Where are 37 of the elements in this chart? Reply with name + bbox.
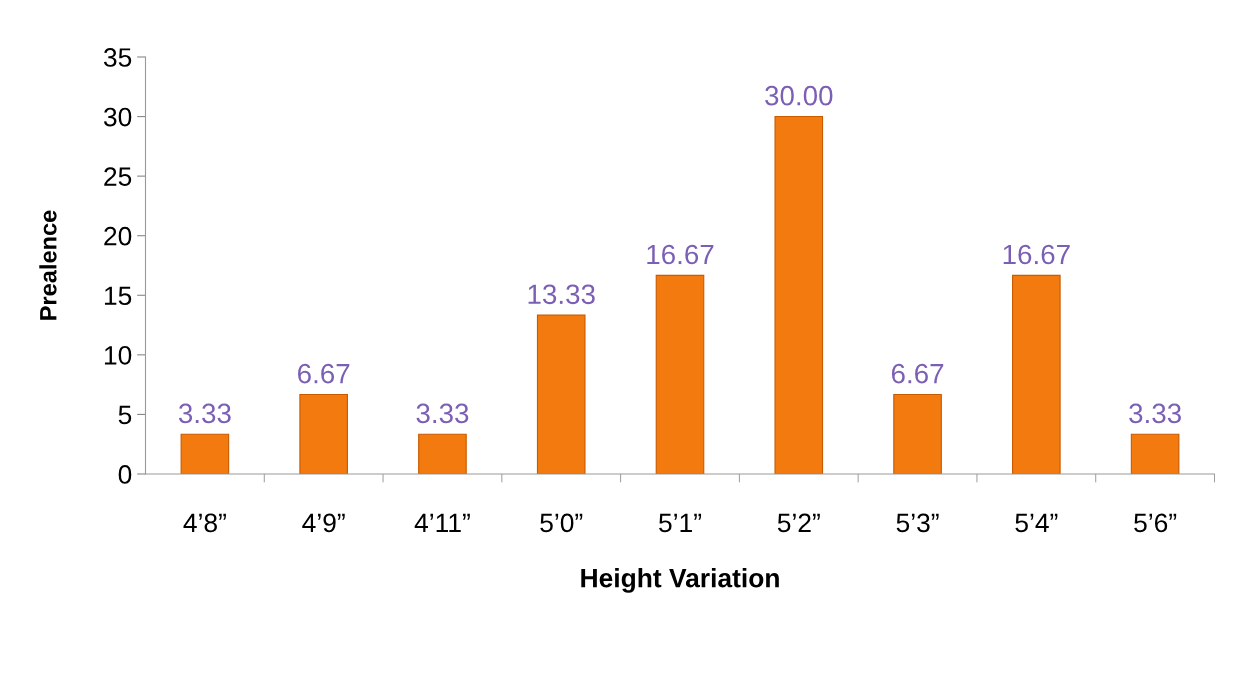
bar xyxy=(774,116,824,474)
x-tick-label: 4’9” xyxy=(302,513,345,533)
x-tick-label: 4’8” xyxy=(183,513,226,533)
x-tick-label: 5’1” xyxy=(659,513,702,533)
y-tick-label: 30 xyxy=(103,107,132,127)
y-tick-label: 35 xyxy=(103,48,132,67)
data-label: 3.33 xyxy=(1129,403,1181,424)
data-label: 16.67 xyxy=(647,244,714,265)
data-label: 3.33 xyxy=(416,403,469,424)
x-tick-label: 5’0” xyxy=(540,513,583,533)
bar xyxy=(536,314,586,474)
bar xyxy=(180,433,230,474)
bar xyxy=(1130,433,1180,474)
x-axis-title: Height Variation xyxy=(581,568,779,593)
data-label: 6.67 xyxy=(891,363,944,384)
data-label: 30.00 xyxy=(765,85,833,106)
data-label: 6.67 xyxy=(298,363,350,384)
y-tick-label: 0 xyxy=(118,465,132,484)
y-tick-label: 15 xyxy=(104,286,132,306)
x-tick-label: 5’6” xyxy=(1134,513,1177,533)
x-tick-label: 5’3” xyxy=(896,513,939,533)
x-tick-label: 5’4” xyxy=(1015,513,1058,533)
data-label: 13.33 xyxy=(528,284,595,305)
y-tick-label: 10 xyxy=(104,345,132,365)
y-tick-label: 25 xyxy=(104,167,132,186)
bar xyxy=(1012,274,1061,474)
data-label: 3.33 xyxy=(178,403,231,424)
x-tick-label: 4’11” xyxy=(414,513,470,532)
bar xyxy=(299,393,348,474)
bar xyxy=(893,393,942,474)
bar xyxy=(418,433,467,474)
bar xyxy=(655,274,705,474)
y-tick-label: 5 xyxy=(118,405,132,425)
y-tick-label: 20 xyxy=(104,226,132,246)
x-tick-label: 5’2” xyxy=(777,513,820,533)
y-axis-title: Prealence xyxy=(39,210,57,320)
data-label: 16.67 xyxy=(1003,244,1070,265)
